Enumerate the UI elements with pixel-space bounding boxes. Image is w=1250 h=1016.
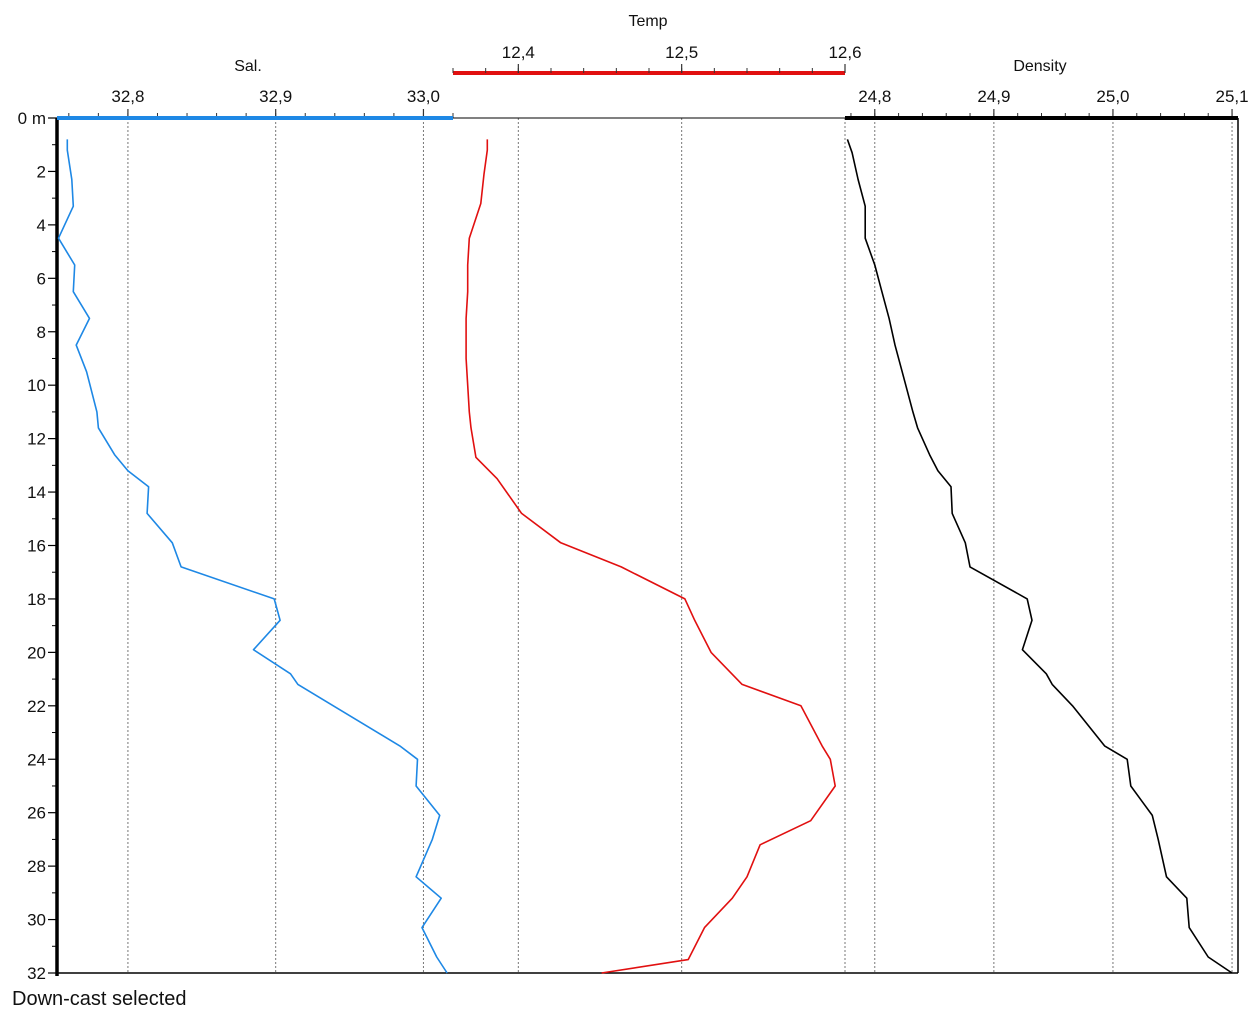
depth-tick-label: 22 — [27, 697, 46, 716]
axis-tick-label-density: 24,9 — [977, 87, 1010, 106]
depth-tick-label: 28 — [27, 857, 46, 876]
depth-tick-label: 4 — [37, 216, 46, 235]
axis-tick-label-sal: 32,8 — [111, 87, 144, 106]
depth-tick-label: 0 m — [18, 109, 46, 128]
axis-tick-label-sal: 33,0 — [407, 87, 440, 106]
depth-tick-label: 12 — [27, 430, 46, 449]
series-lines — [57, 139, 1233, 974]
axis-title-density: Density — [1013, 58, 1066, 75]
series-line-temp — [465, 139, 837, 974]
status-text: Down-cast selected — [12, 988, 187, 1010]
depth-tick-label: 16 — [27, 537, 46, 556]
axis-tick-label-density: 25,1 — [1215, 87, 1248, 106]
depth-tick-label: 26 — [27, 804, 46, 823]
depth-tick-label: 2 — [37, 162, 46, 181]
axis-title-sal: Sal. — [234, 58, 262, 75]
series-line-density — [846, 139, 1233, 974]
depth-tick-label: 10 — [27, 376, 46, 395]
axis-tick-label-sal: 32,9 — [259, 87, 292, 106]
depth-tick-label: 8 — [37, 323, 46, 342]
axis-tick-label-temp: 12,6 — [828, 43, 861, 62]
depth-tick-label: 14 — [27, 483, 46, 502]
axis-tick-label-density: 25,0 — [1096, 87, 1129, 106]
depth-tick-label: 30 — [27, 911, 46, 930]
depth-tick-label: 20 — [27, 643, 46, 662]
axis-title-temp: Temp — [628, 13, 667, 30]
depth-tick-label: 32 — [27, 964, 46, 983]
depth-tick-label: 24 — [27, 750, 46, 769]
axis-tick-label-temp: 12,4 — [502, 43, 535, 62]
series-line-sal — [57, 139, 448, 974]
axis-tick-label-density: 24,8 — [858, 87, 891, 106]
grid-lines — [127, 118, 1233, 973]
depth-tick-label: 18 — [27, 590, 46, 609]
axis-tick-label-temp: 12,5 — [665, 43, 698, 62]
depth-tick-label: 6 — [37, 269, 46, 288]
